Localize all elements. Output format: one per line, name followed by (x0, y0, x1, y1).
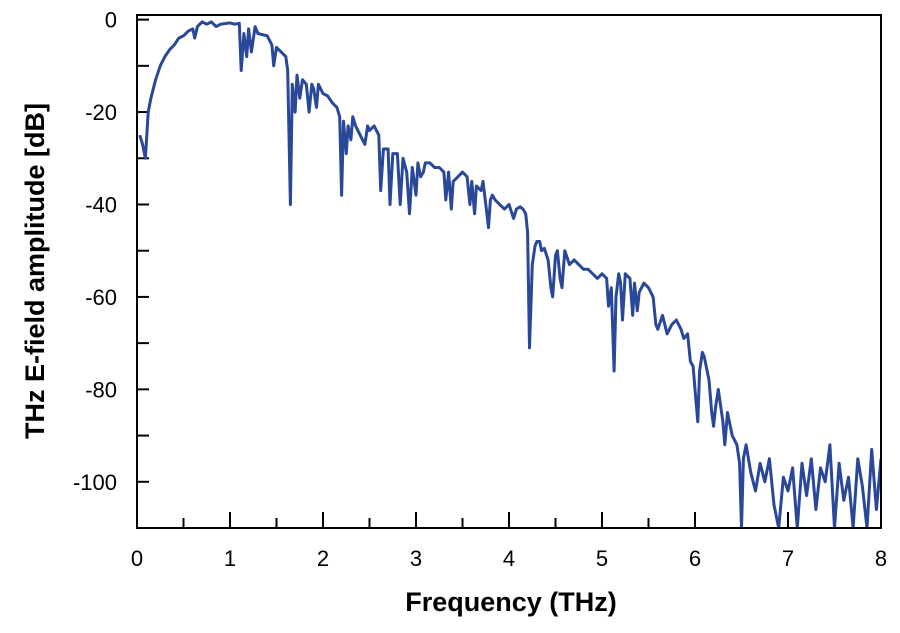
y-axis-title: THz E-field amplitude [dB] (20, 103, 50, 439)
plot-frame (136, 14, 882, 529)
x-tick-label: 8 (875, 546, 887, 571)
x-tick-label: 2 (317, 546, 329, 571)
y-tick-label: 0 (105, 8, 117, 33)
x-axis-title: Frequency (THz) (405, 587, 617, 617)
x-tick-label: 5 (596, 546, 608, 571)
y-tick-label: -100 (73, 470, 117, 495)
x-tick-label: 4 (503, 546, 515, 571)
x-tick-label: 1 (224, 546, 236, 571)
x-tick-label: 0 (131, 546, 143, 571)
x-tick-label: 6 (689, 546, 701, 571)
y-tick-label: -80 (85, 377, 117, 402)
series-line-spectrum (138, 20, 881, 528)
axis-ticks (136, 18, 882, 528)
tick-labels: 0 1 2 3 4 5 6 7 8 0 -20 -40 -60 -80 -100 (73, 8, 887, 571)
x-tick-label: 7 (782, 546, 794, 571)
y-tick-label: -20 (85, 100, 117, 125)
y-tick-label: -40 (85, 192, 117, 217)
y-tick-label: -60 (85, 285, 117, 310)
x-tick-label: 3 (410, 546, 422, 571)
